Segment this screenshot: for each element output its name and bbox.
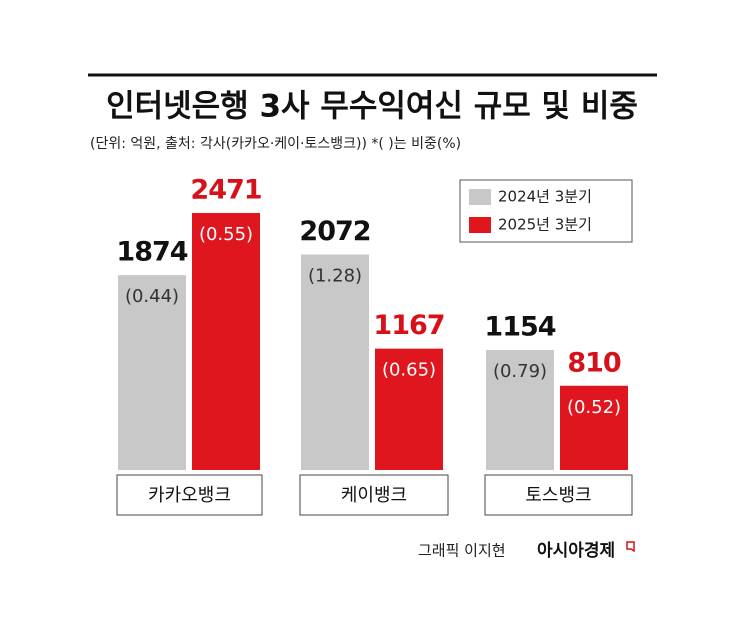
value-label: 810 [567, 347, 621, 378]
x-tick-label: 토스뱅크 [525, 485, 591, 506]
share-label: (0.55) [199, 224, 253, 245]
value-label: 2471 [190, 175, 261, 206]
bar [301, 254, 369, 470]
x-tick-label: 케이뱅크 [341, 485, 407, 506]
category-box [116, 474, 263, 516]
bar [486, 349, 554, 470]
bar [560, 385, 628, 470]
share-label: (1.28) [308, 266, 362, 287]
category-box [484, 474, 633, 516]
legend-swatch [469, 189, 491, 205]
share-label: (0.44) [125, 286, 179, 307]
value-label: 1167 [373, 310, 444, 341]
legend-label: 2025년 3분기 [498, 216, 592, 234]
bar [192, 213, 260, 471]
legend-swatch [469, 217, 491, 233]
share-label: (0.52) [567, 397, 621, 418]
legend-label: 2024년 3분기 [498, 188, 592, 206]
bar [375, 348, 443, 470]
value-label: 1874 [116, 237, 187, 268]
category-box [299, 474, 449, 516]
publisher-icon [626, 541, 635, 553]
x-tick-label: 카카오뱅크 [148, 485, 231, 506]
publisher: 아시아경제 [537, 541, 615, 561]
credit: 그래픽 이지현 [418, 542, 506, 560]
value-label: 1154 [484, 311, 555, 342]
share-label: (0.79) [493, 361, 547, 382]
value-label: 2072 [299, 216, 370, 247]
chart-subtitle: (단위: 억원, 출처: 각사(카카오·케이·토스뱅크)) *( )는 비중(%… [90, 136, 461, 152]
chart-title: 인터넷은행 3사 무수익여신 규모 및 비중 [106, 89, 638, 125]
bar [118, 275, 186, 470]
share-label: (0.65) [382, 360, 436, 381]
